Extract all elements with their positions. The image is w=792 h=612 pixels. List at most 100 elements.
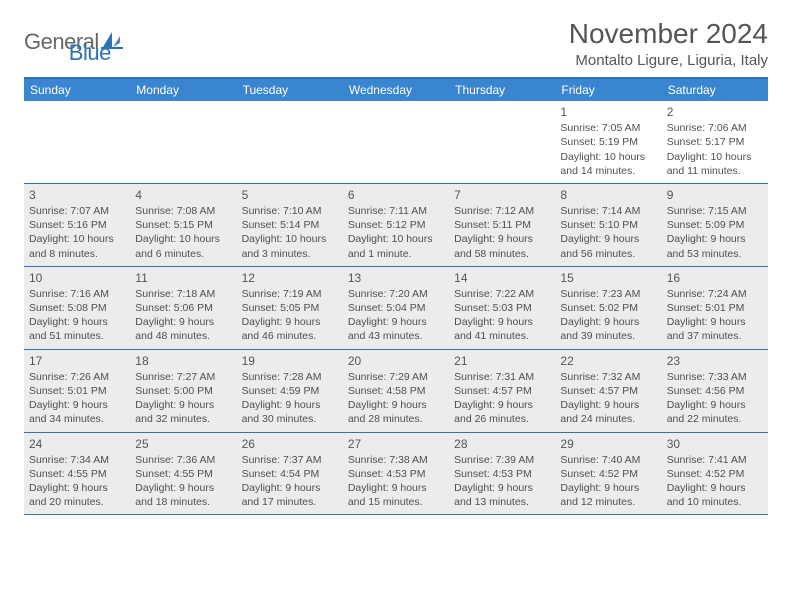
- daylight-line: Daylight: 9 hours and 26 minutes.: [454, 398, 550, 426]
- daylight-line: Daylight: 9 hours and 24 minutes.: [560, 398, 656, 426]
- calendar-grid: Sunday Monday Tuesday Wednesday Thursday…: [24, 77, 768, 515]
- calendar-week: 24Sunrise: 7:34 AMSunset: 4:55 PMDayligh…: [24, 433, 768, 516]
- sunset-line: Sunset: 5:10 PM: [560, 218, 656, 232]
- calendar-cell: 18Sunrise: 7:27 AMSunset: 5:00 PMDayligh…: [130, 350, 236, 432]
- calendar-cell: 6Sunrise: 7:11 AMSunset: 5:12 PMDaylight…: [343, 184, 449, 266]
- sunset-line: Sunset: 5:01 PM: [29, 384, 125, 398]
- daylight-line: Daylight: 9 hours and 17 minutes.: [242, 481, 338, 509]
- weekday-sat: Saturday: [662, 79, 768, 101]
- day-number: 16: [667, 270, 763, 286]
- sunset-line: Sunset: 4:53 PM: [348, 467, 444, 481]
- sunset-line: Sunset: 4:55 PM: [29, 467, 125, 481]
- header: General Blue November 2024 Montalto Ligu…: [24, 18, 768, 69]
- day-number: 8: [560, 187, 656, 203]
- weekday-thu: Thursday: [449, 79, 555, 101]
- daylight-line: Daylight: 9 hours and 13 minutes.: [454, 481, 550, 509]
- calendar-cell: 21Sunrise: 7:31 AMSunset: 4:57 PMDayligh…: [449, 350, 555, 432]
- calendar-cell: [130, 101, 236, 183]
- calendar-cell: 11Sunrise: 7:18 AMSunset: 5:06 PMDayligh…: [130, 267, 236, 349]
- day-number: 27: [348, 436, 444, 452]
- sunrise-line: Sunrise: 7:24 AM: [667, 287, 763, 301]
- calendar-cell: 25Sunrise: 7:36 AMSunset: 4:55 PMDayligh…: [130, 433, 236, 515]
- sunrise-line: Sunrise: 7:37 AM: [242, 453, 338, 467]
- sunset-line: Sunset: 5:09 PM: [667, 218, 763, 232]
- sunset-line: Sunset: 4:52 PM: [560, 467, 656, 481]
- sunset-line: Sunset: 5:19 PM: [560, 135, 656, 149]
- sunrise-line: Sunrise: 7:15 AM: [667, 204, 763, 218]
- sunrise-line: Sunrise: 7:36 AM: [135, 453, 231, 467]
- daylight-line: Daylight: 10 hours and 1 minute.: [348, 232, 444, 260]
- sunrise-line: Sunrise: 7:33 AM: [667, 370, 763, 384]
- logo-text-2-wrap: Blue: [69, 40, 111, 66]
- calendar-week: 10Sunrise: 7:16 AMSunset: 5:08 PMDayligh…: [24, 267, 768, 350]
- day-number: 13: [348, 270, 444, 286]
- sunrise-line: Sunrise: 7:05 AM: [560, 121, 656, 135]
- calendar-cell: 15Sunrise: 7:23 AMSunset: 5:02 PMDayligh…: [555, 267, 661, 349]
- calendar-cell: 10Sunrise: 7:16 AMSunset: 5:08 PMDayligh…: [24, 267, 130, 349]
- calendar-week: 3Sunrise: 7:07 AMSunset: 5:16 PMDaylight…: [24, 184, 768, 267]
- daylight-line: Daylight: 9 hours and 18 minutes.: [135, 481, 231, 509]
- day-number: 15: [560, 270, 656, 286]
- calendar-cell: 17Sunrise: 7:26 AMSunset: 5:01 PMDayligh…: [24, 350, 130, 432]
- calendar-cell: 12Sunrise: 7:19 AMSunset: 5:05 PMDayligh…: [237, 267, 343, 349]
- daylight-line: Daylight: 10 hours and 11 minutes.: [667, 150, 763, 178]
- calendar-cell: 8Sunrise: 7:14 AMSunset: 5:10 PMDaylight…: [555, 184, 661, 266]
- daylight-line: Daylight: 9 hours and 43 minutes.: [348, 315, 444, 343]
- calendar-cell: 5Sunrise: 7:10 AMSunset: 5:14 PMDaylight…: [237, 184, 343, 266]
- sunrise-line: Sunrise: 7:08 AM: [135, 204, 231, 218]
- weekday-fri: Friday: [555, 79, 661, 101]
- sunset-line: Sunset: 5:00 PM: [135, 384, 231, 398]
- calendar-cell: 9Sunrise: 7:15 AMSunset: 5:09 PMDaylight…: [662, 184, 768, 266]
- sunset-line: Sunset: 5:05 PM: [242, 301, 338, 315]
- day-number: 22: [560, 353, 656, 369]
- sunrise-line: Sunrise: 7:41 AM: [667, 453, 763, 467]
- location: Montalto Ligure, Liguria, Italy: [569, 52, 768, 69]
- sunrise-line: Sunrise: 7:26 AM: [29, 370, 125, 384]
- daylight-line: Daylight: 9 hours and 39 minutes.: [560, 315, 656, 343]
- sunrise-line: Sunrise: 7:38 AM: [348, 453, 444, 467]
- sunset-line: Sunset: 4:56 PM: [667, 384, 763, 398]
- calendar-cell: 16Sunrise: 7:24 AMSunset: 5:01 PMDayligh…: [662, 267, 768, 349]
- sunrise-line: Sunrise: 7:19 AM: [242, 287, 338, 301]
- weekday-header-row: Sunday Monday Tuesday Wednesday Thursday…: [24, 79, 768, 101]
- daylight-line: Daylight: 9 hours and 10 minutes.: [667, 481, 763, 509]
- sunrise-line: Sunrise: 7:39 AM: [454, 453, 550, 467]
- calendar-week: 1Sunrise: 7:05 AMSunset: 5:19 PMDaylight…: [24, 101, 768, 184]
- sunrise-line: Sunrise: 7:20 AM: [348, 287, 444, 301]
- calendar-cell: 19Sunrise: 7:28 AMSunset: 4:59 PMDayligh…: [237, 350, 343, 432]
- calendar-cell: 24Sunrise: 7:34 AMSunset: 4:55 PMDayligh…: [24, 433, 130, 515]
- day-number: 19: [242, 353, 338, 369]
- daylight-line: Daylight: 9 hours and 41 minutes.: [454, 315, 550, 343]
- sunset-line: Sunset: 4:57 PM: [560, 384, 656, 398]
- sunset-line: Sunset: 5:01 PM: [667, 301, 763, 315]
- sunrise-line: Sunrise: 7:27 AM: [135, 370, 231, 384]
- sunset-line: Sunset: 5:11 PM: [454, 218, 550, 232]
- day-number: 11: [135, 270, 231, 286]
- sunrise-line: Sunrise: 7:11 AM: [348, 204, 444, 218]
- sunrise-line: Sunrise: 7:34 AM: [29, 453, 125, 467]
- daylight-line: Daylight: 9 hours and 12 minutes.: [560, 481, 656, 509]
- calendar-cell: 14Sunrise: 7:22 AMSunset: 5:03 PMDayligh…: [449, 267, 555, 349]
- logo: General Blue: [24, 18, 111, 66]
- sunset-line: Sunset: 4:52 PM: [667, 467, 763, 481]
- sunrise-line: Sunrise: 7:23 AM: [560, 287, 656, 301]
- sunset-line: Sunset: 5:17 PM: [667, 135, 763, 149]
- day-number: 26: [242, 436, 338, 452]
- weekday-wed: Wednesday: [343, 79, 449, 101]
- calendar-cell: 26Sunrise: 7:37 AMSunset: 4:54 PMDayligh…: [237, 433, 343, 515]
- logo-text-2: Blue: [69, 40, 111, 65]
- daylight-line: Daylight: 9 hours and 48 minutes.: [135, 315, 231, 343]
- calendar-cell: 13Sunrise: 7:20 AMSunset: 5:04 PMDayligh…: [343, 267, 449, 349]
- daylight-line: Daylight: 10 hours and 6 minutes.: [135, 232, 231, 260]
- calendar-cell: [237, 101, 343, 183]
- calendar-cell: 2Sunrise: 7:06 AMSunset: 5:17 PMDaylight…: [662, 101, 768, 183]
- daylight-line: Daylight: 9 hours and 22 minutes.: [667, 398, 763, 426]
- sunset-line: Sunset: 5:15 PM: [135, 218, 231, 232]
- title-block: November 2024 Montalto Ligure, Liguria, …: [569, 18, 768, 69]
- sunset-line: Sunset: 5:14 PM: [242, 218, 338, 232]
- sunrise-line: Sunrise: 7:32 AM: [560, 370, 656, 384]
- sunset-line: Sunset: 5:06 PM: [135, 301, 231, 315]
- daylight-line: Daylight: 9 hours and 30 minutes.: [242, 398, 338, 426]
- month-title: November 2024: [569, 18, 768, 50]
- calendar-cell: 23Sunrise: 7:33 AMSunset: 4:56 PMDayligh…: [662, 350, 768, 432]
